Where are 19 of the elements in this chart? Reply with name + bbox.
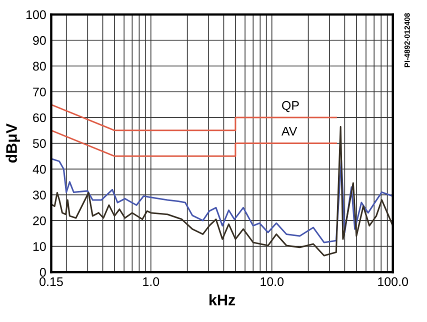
x-tick-label: 100.0 (378, 277, 408, 286)
y-tick-label: 80 (33, 62, 46, 71)
annotation: AV (281, 126, 298, 136)
y-axis-title: dBμV (6, 123, 20, 163)
annotation: QP (282, 101, 299, 112)
y-tick-label: 100 (26, 10, 46, 20)
y-tick-label: 60 (33, 113, 46, 122)
y-tick-label: 0 (40, 268, 46, 277)
x-tick-label: 10.0 (260, 277, 284, 286)
x-tick-label: 1.0 (143, 277, 160, 286)
y-tick-label: 20 (33, 216, 46, 226)
y-tick-label: 40 (32, 164, 46, 174)
y-tick-label: 10 (33, 242, 46, 251)
y-tick-label: 70 (33, 88, 46, 96)
y-tick-label: 50 (32, 139, 46, 148)
y-tick-label: 90 (33, 36, 46, 45)
y-tick-label: 30 (32, 190, 46, 200)
x-axis-title: kHz (210, 294, 236, 306)
x-tick-label: 0.15 (40, 277, 63, 286)
